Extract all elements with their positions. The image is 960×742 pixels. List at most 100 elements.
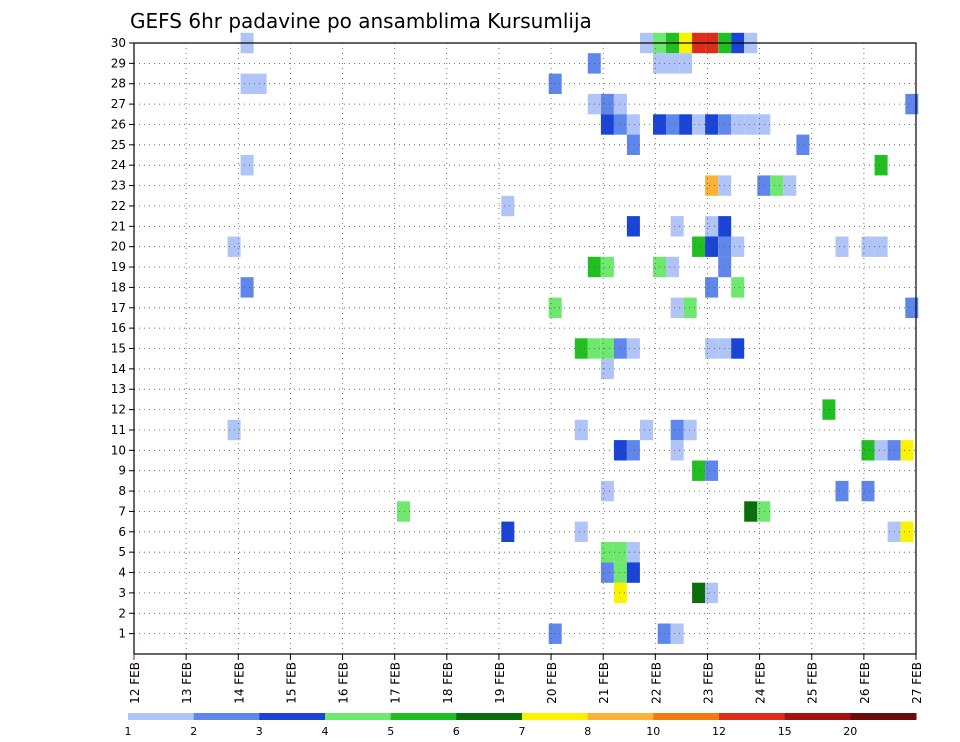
heatmap-cell [613,582,627,604]
heatmap-cell [600,542,614,563]
heatmap-cell [679,114,693,135]
y-tick-label: 23 [111,179,126,193]
heatmap-cell [240,155,254,176]
y-tick-label: 22 [111,199,126,213]
x-tick-label: 12 FEB [128,662,142,704]
heatmap-cell [640,419,653,441]
heatmap-cell [613,114,627,135]
y-tick-label: 14 [111,362,126,376]
y-tick-label: 20 [111,240,126,254]
colorbar-label: 4 [322,725,329,738]
y-tick-label: 4 [118,566,126,580]
x-axis: 12 FEB 13 FEB 14 FEB 15 FEB 16 FEB 17 FEB 18 F… [128,654,924,704]
heatmap-cell [731,338,745,359]
heatmap-cell [670,297,684,318]
heatmap-cell [905,297,919,318]
x-tick-label: 25 FEB [806,662,820,704]
heatmap-cell [548,297,562,318]
heatmap-cell [705,338,719,359]
colorbar: 1 2 3 4 5 6 7 8 10 12 15 20 [125,713,917,738]
heatmap-cell [666,114,679,135]
colorbar-segment [456,713,523,720]
y-tick-label: 3 [118,586,126,600]
heatmap-cell [835,480,849,502]
heatmap-cell [574,419,588,441]
x-tick-label: 26 FEB [858,662,872,704]
y-tick-label: 18 [111,280,126,294]
colorbar-segment [850,713,917,720]
y-tick-label: 19 [111,260,126,274]
x-tick-label: 23 FEB [702,662,716,704]
y-tick-label: 26 [111,117,126,131]
x-tick-label: 16 FEB [337,662,351,704]
heatmap-cell [666,256,679,278]
colorbar-label: 20 [843,725,857,738]
heatmap-cell [600,93,614,115]
colorbar-segment [587,713,654,720]
colorbar-label: 8 [584,725,591,738]
heatmap-cell [501,195,515,217]
x-tick-label: 14 FEB [232,662,246,704]
heatmap-cell [397,501,410,522]
heatmap-cell [600,338,614,359]
colorbar-label: 12 [712,725,726,738]
heatmap-cell [874,440,888,461]
heatmap-cell [796,134,810,155]
colorbar-label: 7 [519,725,526,738]
y-tick-label: 2 [118,606,126,620]
heatmap-cell [683,419,697,441]
x-tick-label: 17 FEB [389,662,403,704]
heatmap-cell [874,236,888,257]
heatmap-cell [626,338,640,359]
heatmap-cell [861,440,875,461]
heatmap-cell [501,521,515,542]
heatmap-cell [600,358,614,380]
colorbar-segment [653,713,720,720]
heatmap-cell [705,460,719,481]
colorbar-segment [390,713,457,720]
y-tick-label: 5 [118,545,126,559]
colorbar-label: 1 [125,725,132,738]
heatmap-cell [705,216,719,237]
heatmap-cell [705,114,719,135]
heatmap-cell [744,501,758,522]
heatmap-cell [600,480,614,502]
heatmap-cell [822,399,836,420]
y-tick-label: 17 [111,301,126,315]
heatmap-cell [240,73,254,94]
y-axis: 1234567891011121314151617181920212223242… [111,36,134,641]
heatmap-cell [600,114,614,135]
heatmap-cell [613,338,627,359]
y-tick-label: 27 [111,97,126,111]
heatmap-cell [905,93,919,115]
y-tick-label: 12 [111,403,126,417]
heatmap-cell [900,440,914,461]
heatmap-cell [574,521,588,542]
colorbar-segment [719,713,786,720]
y-tick-label: 10 [111,443,126,457]
y-tick-label: 16 [111,321,126,335]
heatmap-cell [600,562,614,583]
heatmap-cells [227,32,919,644]
heatmap-cell [626,114,640,135]
colorbar-label: 10 [646,725,660,738]
x-tick-label: 27 FEB [910,662,924,704]
heatmap-cell [626,134,640,155]
y-tick-label: 13 [111,382,126,396]
heatmap-cell [670,623,684,644]
x-tick-label: 18 FEB [441,662,455,704]
heatmap-cell [240,277,254,298]
heatmap-cell [679,53,693,74]
heatmap-cell [600,256,614,278]
heatmap-cell [666,53,679,74]
heatmap-cell [626,562,640,583]
heatmap-cell [705,236,719,257]
x-tick-label: 13 FEB [180,662,194,704]
x-tick-label: 22 FEB [649,662,663,704]
heatmap-cell [861,480,875,502]
heatmap-cell [670,216,684,237]
colorbar-label: 5 [387,725,394,738]
y-tick-label: 29 [111,56,126,70]
heatmap-cell [757,114,771,135]
heatmap-cell [574,338,588,359]
